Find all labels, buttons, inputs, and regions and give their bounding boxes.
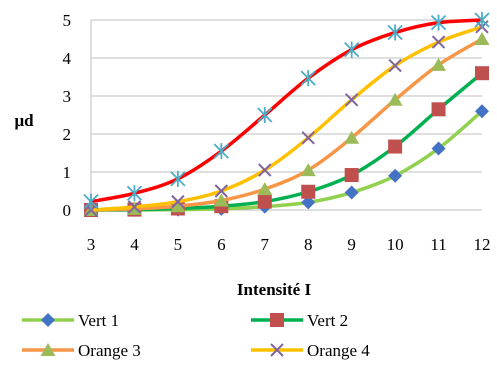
data-point [300, 163, 316, 177]
data-point [431, 141, 446, 156]
data-point [83, 193, 99, 210]
x-tick-label: 12 [474, 235, 491, 254]
data-point [170, 170, 186, 187]
data-point [126, 185, 143, 202]
legend-item: Orange 3 [22, 341, 141, 360]
data-point [213, 143, 229, 160]
y-tick-label: 3 [63, 87, 72, 106]
data-point [388, 58, 402, 73]
y-tick-label: 0 [63, 201, 72, 220]
data-point [387, 24, 403, 41]
y-tick-label: 4 [63, 49, 72, 68]
legend-marker [270, 313, 284, 327]
series-line-3 [89, 25, 484, 212]
data-point [213, 193, 229, 207]
data-point [344, 93, 359, 107]
data-point [258, 163, 272, 177]
data-point [474, 12, 490, 28]
data-point [388, 139, 403, 154]
legend-marker [40, 343, 56, 356]
y-tick-label: 1 [63, 163, 72, 182]
legend-item: Vert 1 [22, 311, 119, 330]
legend-label: Vert 1 [78, 311, 119, 330]
data-point [257, 194, 272, 209]
legend-label: Orange 3 [78, 341, 141, 360]
data-point [344, 130, 360, 144]
data-point [431, 35, 446, 49]
x-tick-label: 10 [387, 235, 404, 254]
y-axis-title: μd [14, 111, 34, 130]
data-point [430, 14, 447, 31]
data-point [301, 184, 316, 199]
y-axis-ticks: 0 1 2 3 4 5 [63, 11, 72, 220]
legend-item: Vert 2 [251, 311, 348, 330]
data-point [301, 195, 316, 210]
data-point [387, 92, 403, 106]
series-3 [84, 20, 489, 217]
x-tick-label: 3 [87, 235, 96, 254]
data-point [388, 168, 403, 183]
data-point [431, 57, 447, 71]
data-point [214, 184, 229, 198]
legend-item: Orange 4 [251, 341, 370, 360]
data-point [170, 199, 186, 213]
data-point [475, 104, 489, 119]
data-point [344, 168, 359, 183]
legend: Vert 1 Vert 2 Orange 3 Orange 4 [22, 311, 370, 360]
series-line-4 [89, 18, 484, 204]
data-point [257, 182, 273, 196]
data-point [431, 102, 446, 117]
data-point [171, 194, 185, 209]
data-point [301, 131, 315, 145]
data-point [475, 66, 489, 81]
x-tick-label: 11 [430, 235, 446, 254]
x-tick-label: 7 [261, 235, 270, 254]
legend-label: Vert 2 [307, 311, 348, 330]
series-1 [84, 66, 489, 217]
x-axis-ticks: 3 4 5 6 7 8 9 10 11 12 [87, 235, 491, 254]
series-0 [84, 104, 489, 217]
x-tick-label: 6 [217, 235, 226, 254]
gridlines [90, 19, 482, 211]
data-point [474, 32, 490, 45]
legend-label: Orange 4 [307, 341, 370, 360]
data-point [344, 185, 359, 200]
data-point [344, 41, 360, 58]
y-tick-label: 5 [63, 11, 72, 30]
x-tick-label: 5 [174, 235, 183, 254]
series-line-0 [89, 109, 484, 212]
data-point [300, 70, 316, 87]
y-tick-label: 2 [63, 125, 72, 144]
x-tick-label: 4 [130, 235, 139, 254]
data-point [127, 200, 142, 214]
x-axis-title: Intensité I [237, 280, 312, 299]
x-tick-label: 9 [347, 235, 356, 254]
series-line-2 [89, 37, 484, 212]
series-group [83, 12, 490, 217]
legend-marker [270, 343, 284, 357]
series-4 [83, 12, 490, 210]
legend-marker [41, 313, 55, 327]
x-tick-label: 8 [304, 235, 313, 254]
series-2 [83, 32, 490, 216]
data-point [257, 107, 273, 123]
